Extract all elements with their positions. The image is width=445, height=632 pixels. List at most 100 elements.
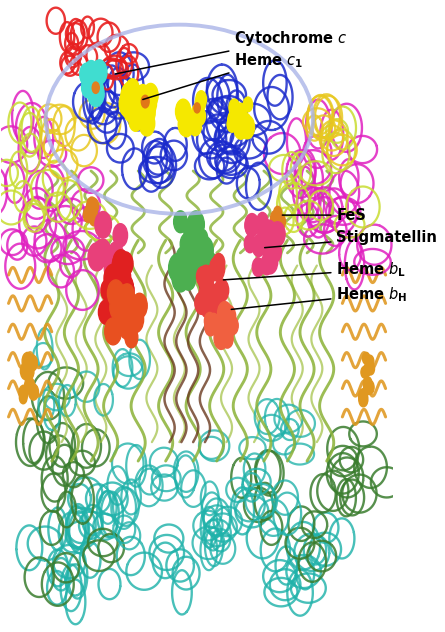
Circle shape [129,110,142,131]
Circle shape [228,110,240,130]
Circle shape [366,355,374,368]
Circle shape [194,103,200,113]
Circle shape [359,389,368,403]
Circle shape [175,253,189,275]
Circle shape [92,60,107,85]
Circle shape [227,116,237,132]
Circle shape [88,243,105,271]
Circle shape [103,248,117,270]
Circle shape [87,67,98,85]
Circle shape [142,95,149,108]
Circle shape [118,284,132,306]
Circle shape [118,252,133,276]
Circle shape [122,281,134,300]
Circle shape [112,252,130,281]
Circle shape [204,312,215,329]
Circle shape [215,279,227,300]
Circle shape [243,97,253,112]
Circle shape [210,292,225,316]
Circle shape [245,216,258,236]
Text: Cytochrome $\mathbf{\mathit{c}}$: Cytochrome $\mathbf{\mathit{c}}$ [115,29,348,74]
Circle shape [88,72,98,89]
Circle shape [234,116,248,139]
Circle shape [29,384,38,398]
Circle shape [169,253,187,283]
Circle shape [143,83,158,107]
Circle shape [174,211,187,233]
Circle shape [180,233,194,255]
Circle shape [105,260,117,279]
Circle shape [85,204,94,219]
Text: Stigmatellin: Stigmatellin [265,229,437,248]
Circle shape [229,99,239,116]
Circle shape [94,239,111,266]
Circle shape [140,94,153,114]
Circle shape [182,260,197,284]
Circle shape [126,79,139,100]
Circle shape [221,310,236,334]
Circle shape [80,63,94,85]
Circle shape [268,240,281,262]
Circle shape [235,103,247,123]
Circle shape [126,83,139,104]
Circle shape [136,85,150,106]
Circle shape [104,257,118,280]
Circle shape [87,197,97,214]
Circle shape [196,91,206,108]
Circle shape [84,61,99,84]
Circle shape [114,300,129,325]
Circle shape [133,86,148,111]
Circle shape [135,88,152,116]
Circle shape [180,117,193,137]
Circle shape [206,284,218,303]
Circle shape [197,293,209,313]
Circle shape [238,112,252,135]
Circle shape [139,89,157,118]
Circle shape [199,281,214,305]
Circle shape [364,382,371,394]
Circle shape [89,82,100,99]
Circle shape [104,264,122,293]
Circle shape [118,275,134,300]
Circle shape [97,215,110,236]
Circle shape [197,267,209,286]
Circle shape [88,80,104,107]
Circle shape [191,104,204,124]
Circle shape [219,316,234,341]
Circle shape [365,380,374,394]
Circle shape [120,312,137,338]
Circle shape [109,258,122,279]
Circle shape [113,286,125,304]
Circle shape [179,252,195,278]
Circle shape [175,99,191,124]
Circle shape [195,292,209,314]
Circle shape [262,237,275,259]
Circle shape [196,236,213,264]
Circle shape [119,293,132,313]
Circle shape [28,355,37,370]
Text: FeS: FeS [282,207,366,222]
Circle shape [214,327,228,349]
Circle shape [207,313,220,334]
Circle shape [116,250,127,269]
Circle shape [120,319,133,339]
Circle shape [189,116,202,136]
Circle shape [116,290,132,315]
Circle shape [222,329,233,348]
Circle shape [363,377,372,391]
Circle shape [22,353,33,370]
Circle shape [125,327,138,348]
Circle shape [270,222,285,246]
Circle shape [198,246,213,270]
Circle shape [125,310,138,332]
Circle shape [201,278,214,298]
Circle shape [252,258,264,277]
Circle shape [245,214,259,236]
Circle shape [117,277,134,303]
Circle shape [85,76,99,99]
Circle shape [119,253,131,272]
Circle shape [95,212,111,238]
Circle shape [199,283,212,305]
Circle shape [125,297,139,320]
Circle shape [204,253,219,278]
